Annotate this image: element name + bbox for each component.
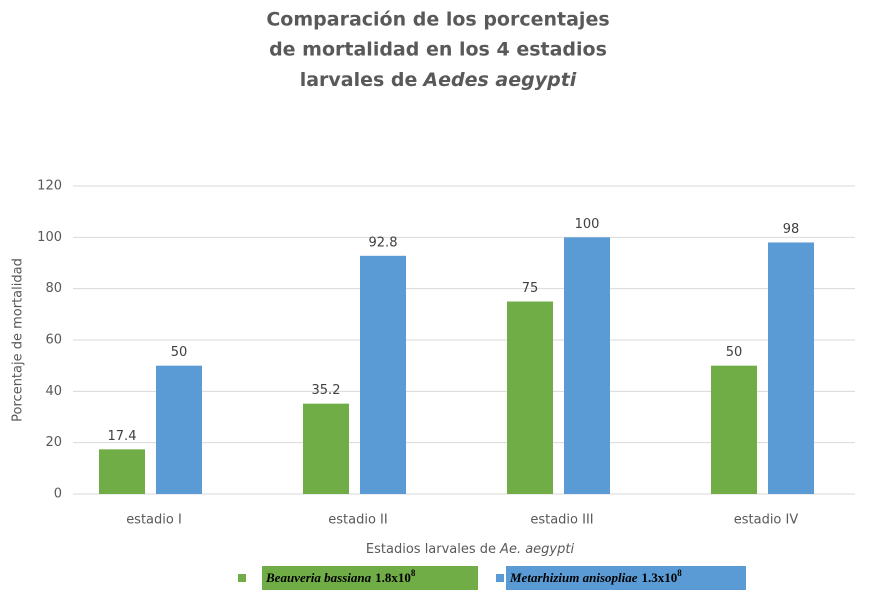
x-tick-label: estadio IV [734,513,799,528]
bar [303,403,349,494]
x-tick-label: estadio II [328,513,387,528]
y-axis-label: Porcentaje de mortalidad [11,258,26,422]
x-axis-label: Estadios larvales de [366,542,496,557]
data-label: 100 [575,217,600,232]
bar [564,237,610,495]
legend-swatch [238,574,246,582]
x-axis-label: Ae. aegypti [499,542,574,557]
chart-title: Aedes aegypti [421,69,576,91]
legend-box [506,566,746,590]
data-label: 17.4 [108,429,137,444]
legend-label: 8 [411,568,416,578]
legend-label: Metarhizium anisopliae 1.3x108 [509,568,682,585]
y-tick-label: 20 [45,435,62,450]
data-label: 50 [726,345,743,360]
chart-title: larvales de [300,69,418,91]
chart-title: de mortalidad en los 4 estadios [269,39,607,61]
legend-label: Beauveria bassiana 1.8x108 [265,568,416,585]
y-tick-label: 80 [45,281,62,296]
data-label: 75 [522,281,539,296]
bar [768,242,814,494]
chart-title: Comparación de los porcentajes [266,9,609,31]
bar [360,255,406,494]
data-label: 35.2 [312,383,341,398]
x-tick-label: estadio III [530,513,593,528]
y-tick-label: 120 [37,179,62,194]
y-tick-label: 40 [45,384,62,399]
x-tick-label: estadio I [126,513,182,528]
y-tick-label: 60 [45,333,62,348]
chart-title: larvales de Aedes aegypti [300,69,577,91]
y-tick-label: 100 [37,230,62,245]
legend-box [262,566,478,590]
legend-label: 1.3x10 [642,570,678,585]
legend-label: 8 [677,568,682,578]
legend-label: Beauveria bassiana [265,570,372,585]
legend-label: 1.8x10 [375,570,411,585]
x-axis-label: Estadios larvales de Ae. aegypti [366,542,575,557]
bar [156,365,202,494]
legend-label: Metarhizium anisopliae [509,570,638,585]
bar [711,365,757,494]
data-label: 50 [171,345,188,360]
y-tick-label: 0 [54,487,62,502]
bar [507,301,553,494]
bar [99,449,145,494]
data-label: 92.8 [369,235,398,250]
data-label: 98 [783,222,800,237]
legend-swatch [496,574,504,582]
